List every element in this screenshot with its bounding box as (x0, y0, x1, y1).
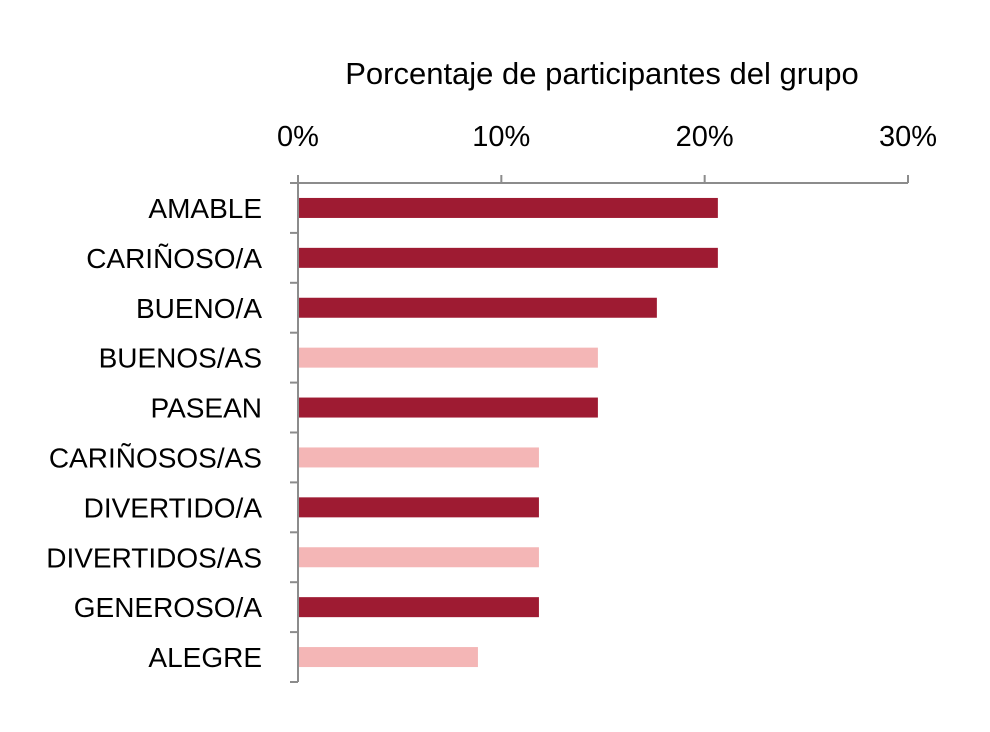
bar (299, 497, 539, 518)
bar (299, 547, 539, 568)
bars (299, 197, 718, 668)
bar (299, 247, 718, 268)
bar (299, 447, 539, 468)
bar (299, 647, 478, 668)
x-tick-label: 0% (277, 121, 319, 153)
bar (299, 347, 598, 368)
category-label: CARIÑOSO/A (86, 243, 262, 274)
category-label: CARIÑOSOS/AS (49, 442, 262, 473)
bar (299, 197, 718, 218)
category-label: BUENO/A (136, 293, 262, 324)
x-tick-label: 10% (472, 121, 530, 153)
x-axis-title: Porcentaje de participantes del grupo (345, 56, 859, 91)
category-label: AMABLE (148, 193, 262, 224)
category-label: BUENOS/AS (99, 343, 262, 374)
category-labels: AMABLE CARIÑOSO/A BUENO/A BUENOS/AS PASEAN CA… (46, 193, 262, 673)
category-label: PASEAN (150, 393, 262, 424)
bar (299, 397, 598, 418)
x-axis-ticks: 0% 10% 20% 30% (277, 121, 937, 183)
category-label: GENEROSO/A (74, 592, 263, 623)
bar (299, 597, 539, 618)
category-label: DIVERTIDO/A (84, 492, 263, 523)
x-tick-label: 30% (879, 121, 937, 153)
category-label: DIVERTIDOS/AS (46, 542, 262, 573)
axes (290, 182, 908, 683)
x-tick-label: 20% (676, 121, 734, 153)
bar (299, 297, 657, 318)
category-label: ALEGRE (148, 642, 262, 673)
